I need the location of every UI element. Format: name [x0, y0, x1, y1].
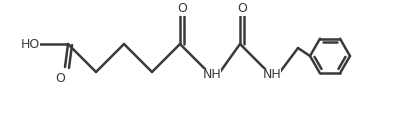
Text: O: O	[55, 72, 65, 84]
Text: NH: NH	[203, 69, 221, 81]
Text: O: O	[177, 3, 187, 15]
Text: NH: NH	[263, 69, 281, 81]
Text: O: O	[237, 3, 247, 15]
Text: HO: HO	[20, 37, 40, 51]
